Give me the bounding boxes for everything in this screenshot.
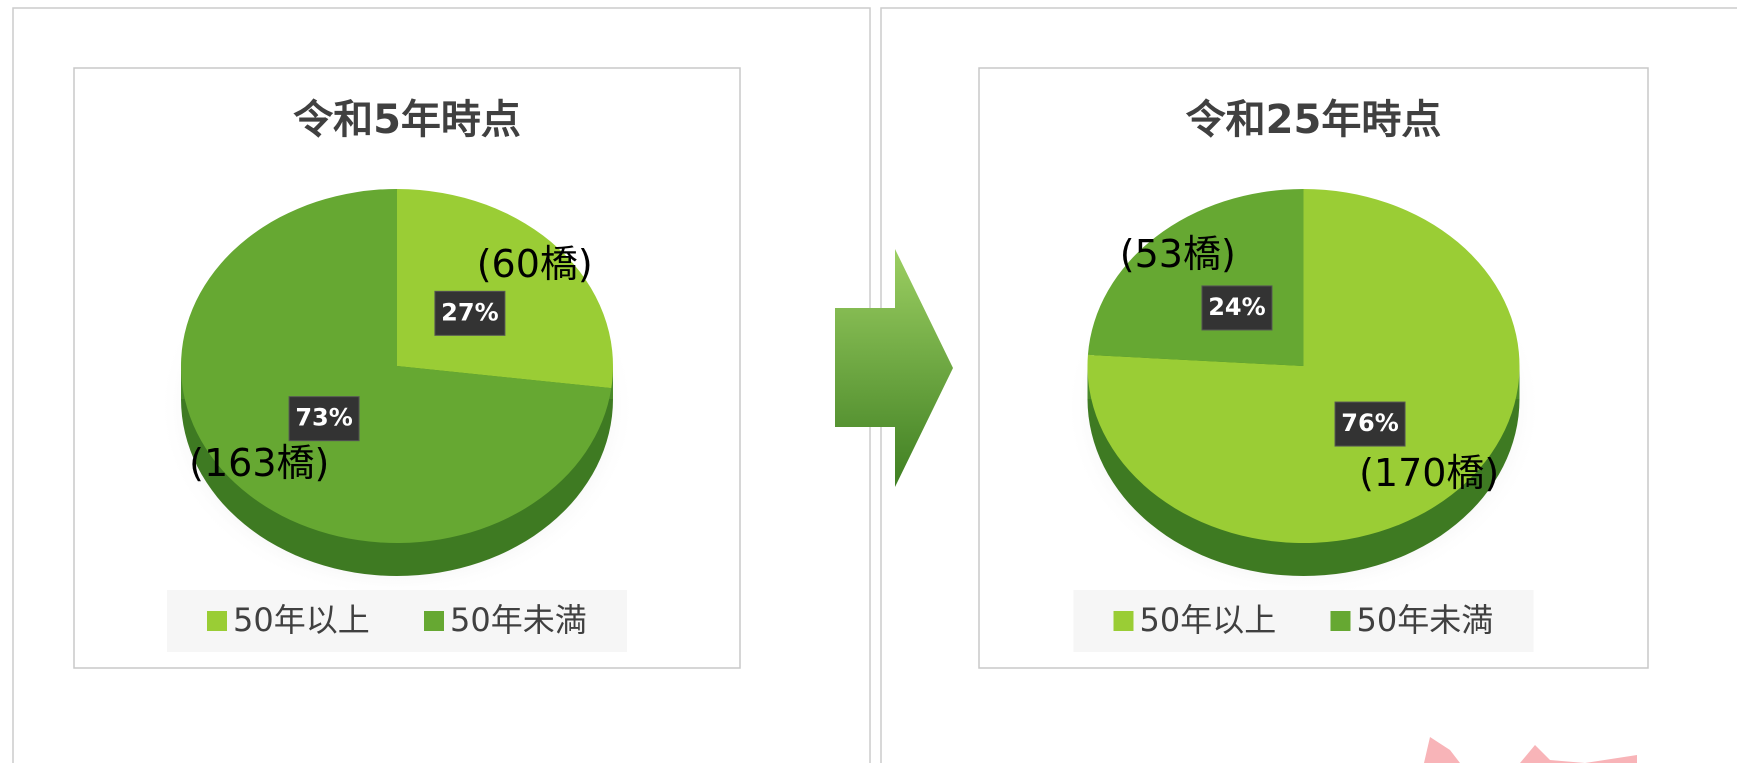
legend-label: 50年未満 bbox=[1357, 601, 1494, 639]
count-label: (60橋) bbox=[477, 242, 593, 286]
pie-chart: 令和5年時点 27% (60橋) 73% (163橋) 50年以上 50年未満 bbox=[74, 68, 740, 668]
count-label: (170橋) bbox=[1359, 451, 1499, 495]
value-label: 27% bbox=[441, 298, 498, 326]
decoration bbox=[1424, 737, 1637, 763]
legend-swatch bbox=[424, 611, 444, 631]
legend-label: 50年未満 bbox=[450, 601, 587, 639]
page: 令和5年時点27%(60橋)73%(163橋)50年以上50年未満令和25年時点… bbox=[0, 0, 1737, 763]
count-label: (163橋) bbox=[189, 441, 329, 485]
value-label: 24% bbox=[1208, 293, 1265, 321]
legend-swatch bbox=[1114, 611, 1134, 631]
legend-swatch bbox=[207, 611, 227, 631]
value-label: 76% bbox=[1341, 409, 1398, 437]
chart-title: 令和5年時点 bbox=[293, 97, 521, 143]
legend-label: 50年以上 bbox=[1140, 601, 1277, 639]
arrow bbox=[835, 249, 953, 487]
count-label: (53橋) bbox=[1120, 232, 1236, 276]
value-label: 73% bbox=[295, 404, 352, 432]
pie-chart: 令和25年時点 76% (170橋) 24% (53橋) 50年以上 50年未満 bbox=[979, 68, 1648, 668]
legend-swatch bbox=[1331, 611, 1351, 631]
legend-label: 50年以上 bbox=[233, 601, 370, 639]
chart-title: 令和25年時点 bbox=[1186, 97, 1442, 143]
